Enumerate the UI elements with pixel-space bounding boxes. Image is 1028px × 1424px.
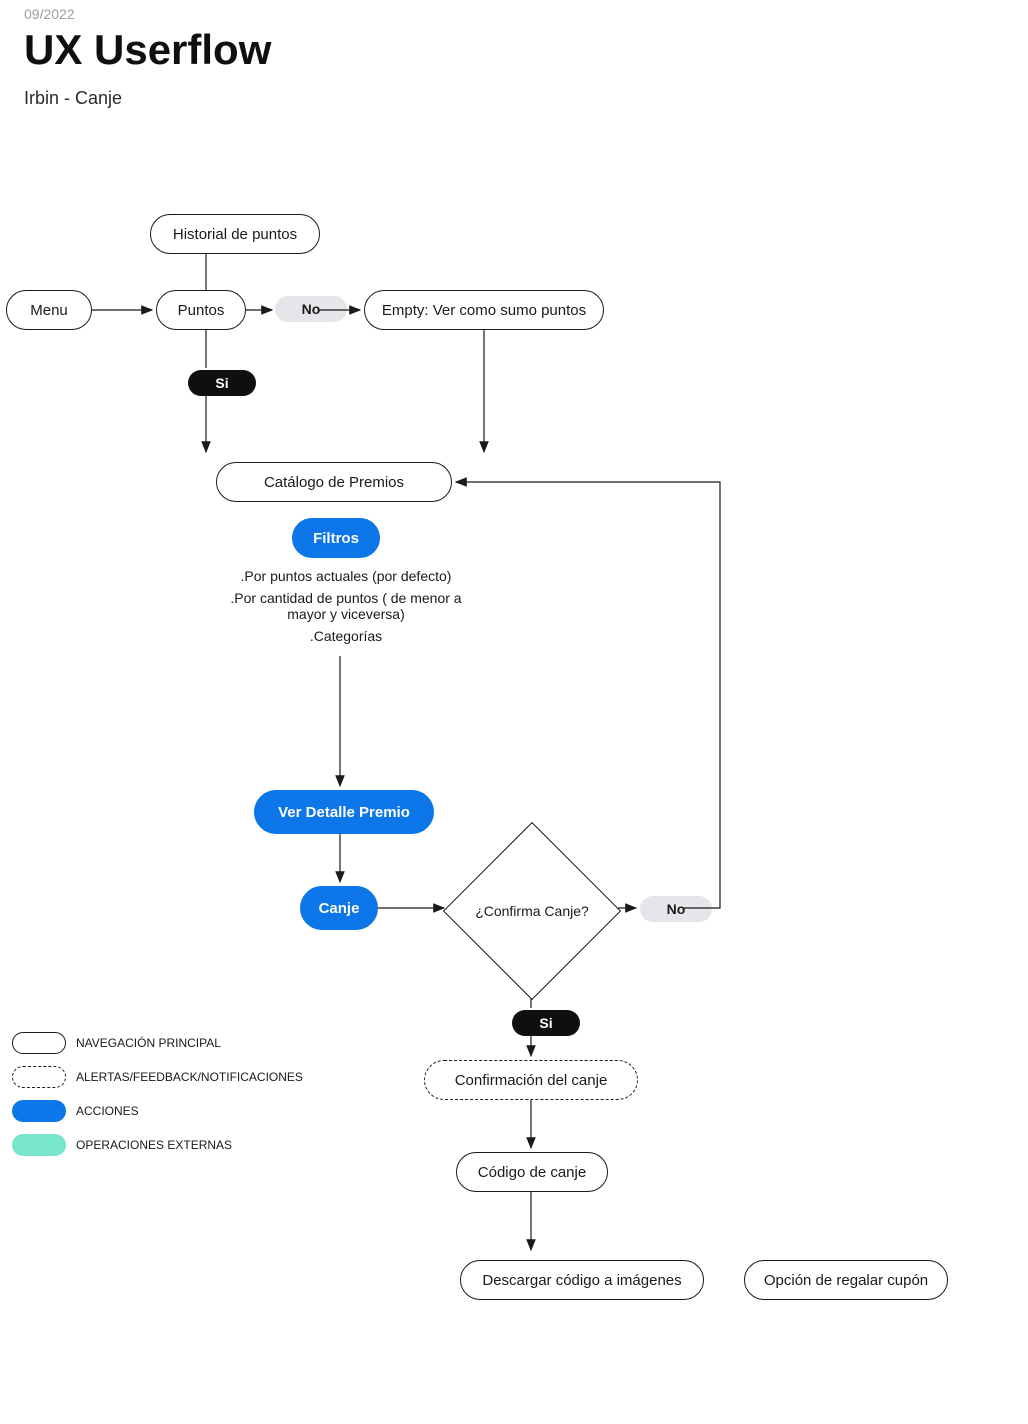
date-label: 09/2022 (24, 6, 75, 22)
legend-label-nav: NAVEGACIÓN PRINCIPAL (76, 1036, 221, 1050)
legend: NAVEGACIÓN PRINCIPAL ALERTAS/FEEDBACK/NO… (12, 1026, 303, 1162)
node-menu: Menu (6, 290, 92, 330)
node-codigo: Código de canje (456, 1152, 608, 1192)
legend-row-ext: OPERACIONES EXTERNAS (12, 1128, 303, 1162)
filters-line3: .Categorías (228, 628, 464, 644)
legend-row-nav: NAVEGACIÓN PRINCIPAL (12, 1026, 303, 1060)
swatch-nav (12, 1032, 66, 1054)
filters-line1: .Por puntos actuales (por defecto) (228, 568, 464, 584)
node-descargar: Descargar código a imágenes (460, 1260, 704, 1300)
node-canje: Canje (300, 886, 378, 930)
node-historial: Historial de puntos (150, 214, 320, 254)
pill-no-1: No (275, 296, 347, 322)
legend-row-action: ACCIONES (12, 1094, 303, 1128)
node-ver-detalle: Ver Detalle Premio (254, 790, 434, 834)
node-empty: Empty: Ver como sumo puntos (364, 290, 604, 330)
page-title: UX Userflow (24, 26, 271, 74)
page: 09/2022 UX Userflow Irbin - Canje Histor… (0, 0, 1028, 1424)
filters-text: .Por puntos actuales (por defecto) .Por … (228, 568, 464, 644)
swatch-notif (12, 1066, 66, 1088)
filters-line2: .Por cantidad de puntos ( de menor a may… (228, 590, 464, 622)
swatch-action (12, 1100, 66, 1122)
page-subtitle: Irbin - Canje (24, 88, 122, 109)
node-decision: ¿Confirma Canje? (443, 822, 621, 1000)
decision-label: ¿Confirma Canje? (470, 903, 594, 919)
node-regalar: Opción de regalar cupón (744, 1260, 948, 1300)
swatch-ext (12, 1134, 66, 1156)
legend-label-action: ACCIONES (76, 1104, 139, 1118)
node-confirmacion: Confirmación del canje (424, 1060, 638, 1100)
legend-label-ext: OPERACIONES EXTERNAS (76, 1138, 232, 1152)
pill-si-2: Si (512, 1010, 580, 1036)
node-catalogo: Catálogo de Premios (216, 462, 452, 502)
node-puntos: Puntos (156, 290, 246, 330)
pill-no-2: No (640, 896, 712, 922)
pill-si-1: Si (188, 370, 256, 396)
legend-label-notif: ALERTAS/FEEDBACK/NOTIFICACIONES (76, 1070, 303, 1084)
node-filtros: Filtros (292, 518, 380, 558)
legend-row-notif: ALERTAS/FEEDBACK/NOTIFICACIONES (12, 1060, 303, 1094)
arrows-layer (0, 0, 1028, 1424)
